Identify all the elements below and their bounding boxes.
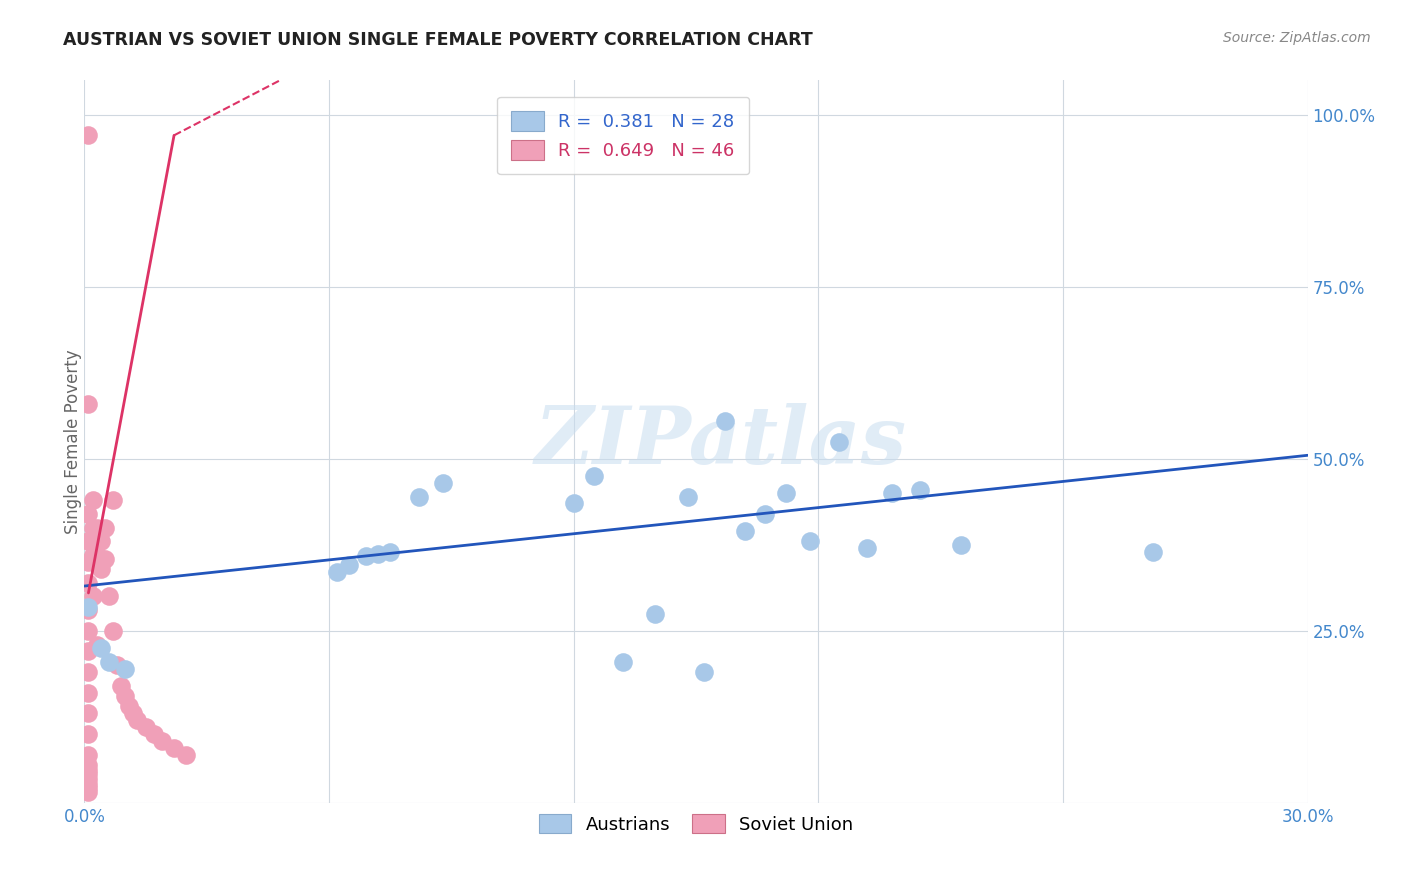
Point (326, 566, 349, 580)
Point (101, 624, 124, 638)
Point (828, 434, 851, 449)
Point (77, 534, 100, 549)
Point (339, 558, 361, 573)
Point (612, 655, 634, 669)
Point (101, 493, 124, 508)
Point (77, 128, 100, 143)
Point (734, 524, 756, 538)
Point (90, 562, 112, 576)
Point (77, 772, 100, 786)
Point (77, 785, 100, 799)
Point (380, 544, 402, 558)
Point (950, 538, 973, 552)
Point (82, 548, 104, 562)
Text: Source: ZipAtlas.com: Source: ZipAtlas.com (1223, 31, 1371, 45)
Point (408, 490, 430, 504)
Point (77, 624, 100, 638)
Point (86, 520, 108, 534)
Point (77, 763, 100, 777)
Point (82, 590, 104, 604)
Point (97, 590, 120, 604)
Point (163, 740, 186, 755)
Legend: Austrians, Soviet Union: Austrians, Soviet Union (524, 799, 868, 848)
Point (122, 706, 145, 721)
Point (77, 727, 100, 741)
Point (97, 655, 120, 669)
Point (142, 727, 165, 741)
Point (86, 638, 108, 652)
Point (562, 496, 585, 510)
Point (77, 665, 100, 679)
Point (82, 520, 104, 534)
Point (880, 486, 903, 500)
Point (77, 555, 100, 569)
Point (77, 507, 100, 521)
Point (77, 686, 100, 700)
Point (77, 706, 100, 721)
Point (114, 689, 136, 703)
Text: AUSTRIAN VS SOVIET UNION SINGLE FEMALE POVERTY CORRELATION CHART: AUSTRIAN VS SOVIET UNION SINGLE FEMALE P… (63, 31, 813, 49)
Point (135, 720, 157, 734)
Point (583, 469, 606, 483)
Point (90, 534, 112, 549)
Point (77, 599, 100, 614)
Point (367, 547, 389, 561)
Point (432, 475, 454, 490)
Point (90, 640, 112, 655)
Y-axis label: Single Female Poverty: Single Female Poverty (65, 350, 82, 533)
Point (77, 644, 100, 658)
Point (105, 658, 128, 673)
Point (110, 679, 132, 693)
Point (910, 483, 932, 497)
Point (77, 780, 100, 795)
Point (1142, 544, 1164, 558)
Text: ZIPatlas: ZIPatlas (534, 403, 907, 480)
Point (775, 486, 797, 500)
Point (77, 776, 100, 790)
Point (693, 665, 716, 679)
Point (713, 414, 735, 428)
Point (77, 747, 100, 762)
Point (82, 493, 104, 508)
Point (93, 551, 115, 566)
Point (86, 548, 108, 562)
Point (150, 734, 173, 748)
Point (77, 767, 100, 781)
Point (93, 520, 115, 534)
Point (799, 534, 821, 549)
Point (856, 541, 879, 556)
Point (754, 507, 776, 521)
Point (118, 699, 141, 714)
Point (77, 575, 100, 590)
Point (354, 549, 377, 564)
Point (114, 662, 136, 676)
Point (127, 713, 149, 727)
Point (77, 758, 100, 772)
Point (77, 397, 100, 411)
Point (174, 747, 197, 762)
Point (644, 607, 666, 621)
Point (676, 490, 699, 504)
Point (77, 603, 100, 617)
